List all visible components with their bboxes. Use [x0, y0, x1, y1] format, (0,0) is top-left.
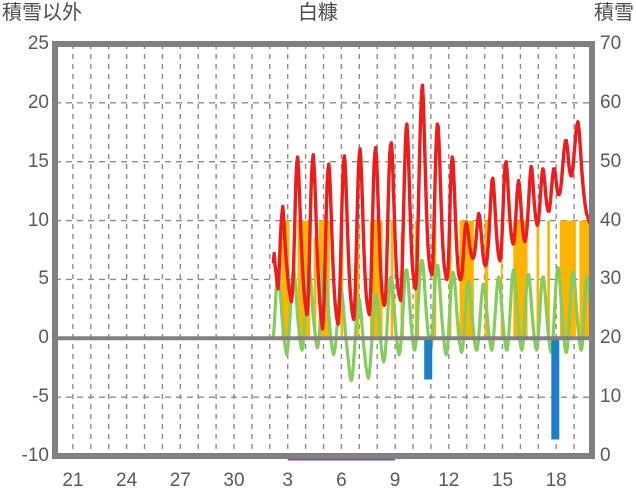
right-tick-label: 40 [600, 209, 622, 231]
green-line-series [271, 258, 592, 383]
right-tick-label: 60 [600, 91, 622, 113]
right-tick-label: 10 [600, 386, 622, 408]
left-tick-label: -10 [21, 445, 49, 466]
x-tick-label: 18 [545, 470, 567, 491]
x-tick-label: 30 [223, 470, 245, 491]
right-tick-label: 50 [600, 150, 622, 172]
right-tick-label: 20 [600, 327, 622, 349]
left-tick-label: 15 [27, 150, 49, 172]
x-tick-label: 12 [438, 470, 460, 491]
x-tick-label: 21 [62, 470, 84, 491]
plot-frame [52, 41, 595, 459]
left-tick-label: 20 [27, 91, 49, 113]
x-tick-label: 3 [282, 470, 293, 491]
left-tick-label: 0 [38, 327, 49, 349]
x-tick-label: 24 [116, 470, 138, 491]
left-axis-title: 積雪以外 [2, 2, 82, 24]
x-tick-label: 15 [491, 470, 514, 491]
right-tick-label: 0 [600, 445, 611, 466]
left-tick-label: -5 [32, 386, 49, 408]
left-tick-label: 25 [27, 33, 49, 54]
left-tick-label: 5 [38, 268, 49, 290]
right-tick-label: 30 [600, 268, 622, 290]
red-line-series [271, 83, 592, 331]
vertical-gridlines [72, 44, 575, 456]
x-tick-label: 9 [389, 470, 401, 491]
x-tick-label: 6 [336, 470, 347, 491]
left-tick-label: 10 [27, 209, 49, 231]
blue-bars-group [424, 338, 560, 440]
right-tick-label: 70 [600, 33, 622, 54]
right-axis-title: 積雪 [594, 2, 634, 24]
x-tick-label: 27 [169, 470, 191, 491]
chart-title: 白糠 [298, 2, 338, 24]
